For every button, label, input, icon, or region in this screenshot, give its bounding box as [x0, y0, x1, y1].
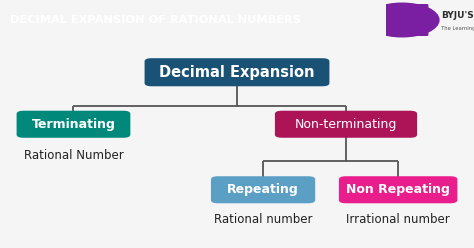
FancyBboxPatch shape [275, 111, 417, 138]
Text: Irrational number: Irrational number [346, 214, 450, 226]
FancyBboxPatch shape [17, 111, 130, 138]
Text: BYJU'S: BYJU'S [441, 11, 474, 20]
FancyBboxPatch shape [211, 176, 315, 203]
Circle shape [365, 3, 439, 37]
Text: Decimal Expansion: Decimal Expansion [159, 65, 315, 80]
FancyBboxPatch shape [339, 176, 457, 203]
Text: Terminating: Terminating [32, 118, 115, 131]
Text: DECIMAL EXPANSION OF RATIONAL NUMBERS: DECIMAL EXPANSION OF RATIONAL NUMBERS [9, 15, 301, 25]
Text: Rational Number: Rational Number [24, 149, 123, 162]
Text: The Learning App: The Learning App [441, 26, 474, 31]
FancyBboxPatch shape [409, 4, 428, 36]
Text: Non Repeating: Non Repeating [346, 183, 450, 196]
Text: Repeating: Repeating [227, 183, 299, 196]
FancyBboxPatch shape [145, 58, 329, 86]
Text: Rational number: Rational number [214, 214, 312, 226]
Text: Non-terminating: Non-terminating [295, 118, 397, 131]
